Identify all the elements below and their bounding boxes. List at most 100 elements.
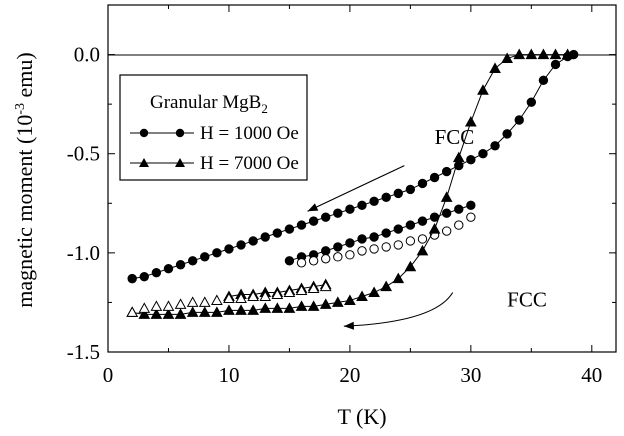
data-point — [357, 234, 367, 244]
data-point — [271, 288, 284, 299]
y-axis-label: magnetic moment (10-3 emu) — [12, 52, 37, 307]
data-point — [174, 308, 187, 319]
data-point — [321, 212, 331, 222]
series-circle-fc-open — [296, 212, 476, 268]
data-point — [356, 290, 368, 301]
data-point — [248, 236, 258, 246]
data-point — [284, 256, 295, 266]
data-point — [175, 260, 186, 270]
data-point — [369, 232, 379, 242]
data-point — [393, 240, 403, 250]
y-tick-label: -1.5 — [67, 340, 100, 364]
data-point — [417, 216, 428, 226]
legend-marker-1b — [175, 128, 185, 138]
legend-marker-1a — [139, 128, 149, 138]
data-point — [260, 232, 270, 242]
data-point — [526, 97, 537, 107]
data-point — [465, 115, 477, 127]
data-point — [381, 192, 391, 203]
data-point — [357, 200, 367, 210]
data-point — [307, 300, 320, 311]
data-point — [345, 238, 355, 248]
annotation-layer: FCC FCC — [307, 125, 547, 330]
data-point — [440, 191, 453, 202]
data-point — [477, 84, 489, 95]
data-point — [163, 264, 174, 274]
data-point — [150, 300, 163, 311]
x-tick-label: 40 — [581, 363, 602, 387]
data-point — [538, 75, 549, 86]
series-triangle-fc-open — [126, 280, 332, 317]
series-line — [289, 204, 472, 262]
data-point — [211, 306, 223, 317]
data-point — [489, 62, 501, 73]
data-point — [198, 296, 211, 307]
fcc-arrowhead — [307, 203, 319, 212]
data-point — [174, 298, 187, 309]
data-point — [549, 48, 562, 60]
data-point — [186, 296, 199, 307]
data-point — [236, 240, 246, 250]
data-point — [162, 300, 175, 311]
data-point — [441, 226, 452, 236]
data-point — [550, 59, 561, 70]
fcc-annotation: FCC — [507, 287, 547, 311]
data-point — [272, 228, 283, 238]
data-point — [369, 196, 379, 207]
data-point — [514, 115, 524, 125]
legend-label-1000: H = 1000 Oe — [200, 123, 299, 144]
data-point — [502, 129, 512, 139]
data-point — [296, 220, 307, 230]
fcc-arrow — [307, 165, 405, 212]
data-point — [187, 256, 198, 266]
data-point — [150, 308, 163, 319]
data-point — [235, 304, 247, 315]
data-point — [333, 242, 343, 252]
data-point — [466, 154, 476, 165]
data-point — [537, 48, 550, 60]
data-point — [490, 141, 500, 151]
y-axis-label-main: magnetic moment (10 — [12, 115, 37, 308]
data-point — [429, 172, 440, 183]
data-point — [126, 306, 139, 317]
data-point — [271, 302, 284, 313]
data-point — [198, 306, 211, 317]
data-point — [319, 298, 332, 309]
data-point — [454, 220, 464, 230]
data-point — [501, 52, 513, 64]
data-point — [308, 256, 319, 266]
data-point — [138, 308, 151, 319]
data-point — [561, 48, 574, 60]
y-tick-label: 0.0 — [74, 43, 100, 67]
x-axis-label: T (K) — [337, 404, 386, 429]
data-point — [381, 242, 391, 252]
data-point — [345, 204, 355, 214]
data-point — [296, 258, 307, 268]
data-point — [307, 282, 320, 294]
legend-title: Granular MgB2 — [150, 92, 268, 116]
data-point — [466, 212, 476, 222]
x-tick-label: 20 — [339, 363, 360, 387]
data-point — [405, 220, 416, 230]
data-point — [417, 178, 428, 189]
data-point — [380, 280, 393, 292]
data-point — [392, 272, 405, 284]
plot-frame — [107, 4, 617, 353]
data-point — [247, 290, 259, 301]
data-point — [416, 244, 429, 256]
data-point — [333, 252, 343, 262]
x-tick-label: 0 — [103, 363, 114, 387]
data-point — [393, 188, 403, 199]
data-point — [405, 184, 416, 195]
data-point — [428, 223, 441, 234]
data-point — [162, 308, 175, 319]
data-point — [235, 292, 247, 303]
data-point — [478, 149, 488, 159]
data-point — [127, 273, 137, 284]
legend-title-sub: 2 — [261, 101, 268, 116]
data-point — [212, 248, 222, 258]
data-point — [284, 224, 295, 234]
data-point — [319, 280, 332, 292]
data-point — [200, 252, 210, 262]
